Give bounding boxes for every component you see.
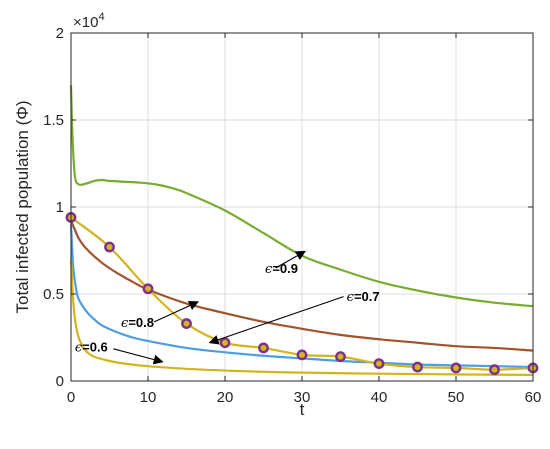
annotation-arrow bbox=[153, 301, 199, 323]
series-line-4 bbox=[69, 259, 534, 377]
x-tick-label: 20 bbox=[217, 389, 234, 406]
series-marker bbox=[335, 351, 346, 363]
series-marker bbox=[450, 362, 462, 374]
x-tick-label: 0 bbox=[67, 389, 75, 406]
x-axis-label: t bbox=[300, 400, 305, 419]
series-marker bbox=[373, 358, 385, 369]
series-marker bbox=[258, 342, 269, 354]
annotation-label: ϵ=0.6 bbox=[75, 339, 108, 355]
series-marker bbox=[412, 361, 423, 373]
y-tick-label: 0 bbox=[56, 373, 64, 390]
tick-layer bbox=[70, 32, 534, 382]
series-marker bbox=[104, 241, 115, 253]
x-tick-label: 40 bbox=[371, 389, 388, 406]
series-marker bbox=[142, 283, 154, 295]
series-line-1 bbox=[69, 85, 534, 308]
x-tick-label: 30 bbox=[294, 389, 311, 406]
tick-label-layer: 0 10 20 30 40 50 60 0 0.5 1 1.5 2 bbox=[43, 25, 541, 406]
y-multiplier-base: ×10 bbox=[73, 14, 98, 31]
annotation-epsilon: ϵ bbox=[347, 290, 355, 305]
y-tick-label: 1 bbox=[56, 199, 64, 216]
annotation-value: =0.6 bbox=[82, 339, 108, 354]
y-multiplier-exponent: 4 bbox=[98, 11, 104, 23]
series-line-2 bbox=[69, 220, 534, 352]
annotation-label: ϵ=0.7 bbox=[347, 289, 380, 305]
x-tick-label: 10 bbox=[140, 389, 157, 406]
y-tick-label: 1.5 bbox=[43, 112, 64, 129]
annotation-epsilon: ϵ bbox=[265, 262, 273, 277]
annotation-label: ϵ=0.8 bbox=[121, 315, 154, 331]
y-axis-label: Total infected population (Φ) bbox=[13, 101, 32, 314]
annotation-arrow bbox=[275, 250, 306, 269]
y-tick-label: 0.5 bbox=[43, 286, 64, 303]
y-axis-multiplier: ×104 bbox=[73, 11, 105, 31]
x-tick-label: 50 bbox=[448, 389, 465, 406]
annotation-layer: ϵ=0.9ϵ=0.7ϵ=0.8ϵ=0.6 bbox=[75, 250, 380, 365]
annotation-value: =0.8 bbox=[128, 315, 154, 330]
series-marker bbox=[296, 349, 308, 361]
series-marker bbox=[489, 364, 500, 376]
annotation-value: =0.7 bbox=[354, 289, 380, 304]
annotation-epsilon: ϵ bbox=[121, 316, 129, 331]
annotation-value: =0.9 bbox=[272, 261, 298, 276]
y-tick-label: 2 bbox=[56, 25, 64, 42]
annotation-epsilon: ϵ bbox=[75, 340, 83, 355]
series-marker bbox=[181, 318, 192, 329]
annotation-arrow bbox=[208, 296, 344, 345]
series-marker bbox=[219, 337, 231, 349]
annotation-arrow bbox=[113, 348, 164, 365]
x-tick-label: 60 bbox=[525, 389, 542, 406]
annotation-label: ϵ=0.9 bbox=[265, 261, 298, 277]
